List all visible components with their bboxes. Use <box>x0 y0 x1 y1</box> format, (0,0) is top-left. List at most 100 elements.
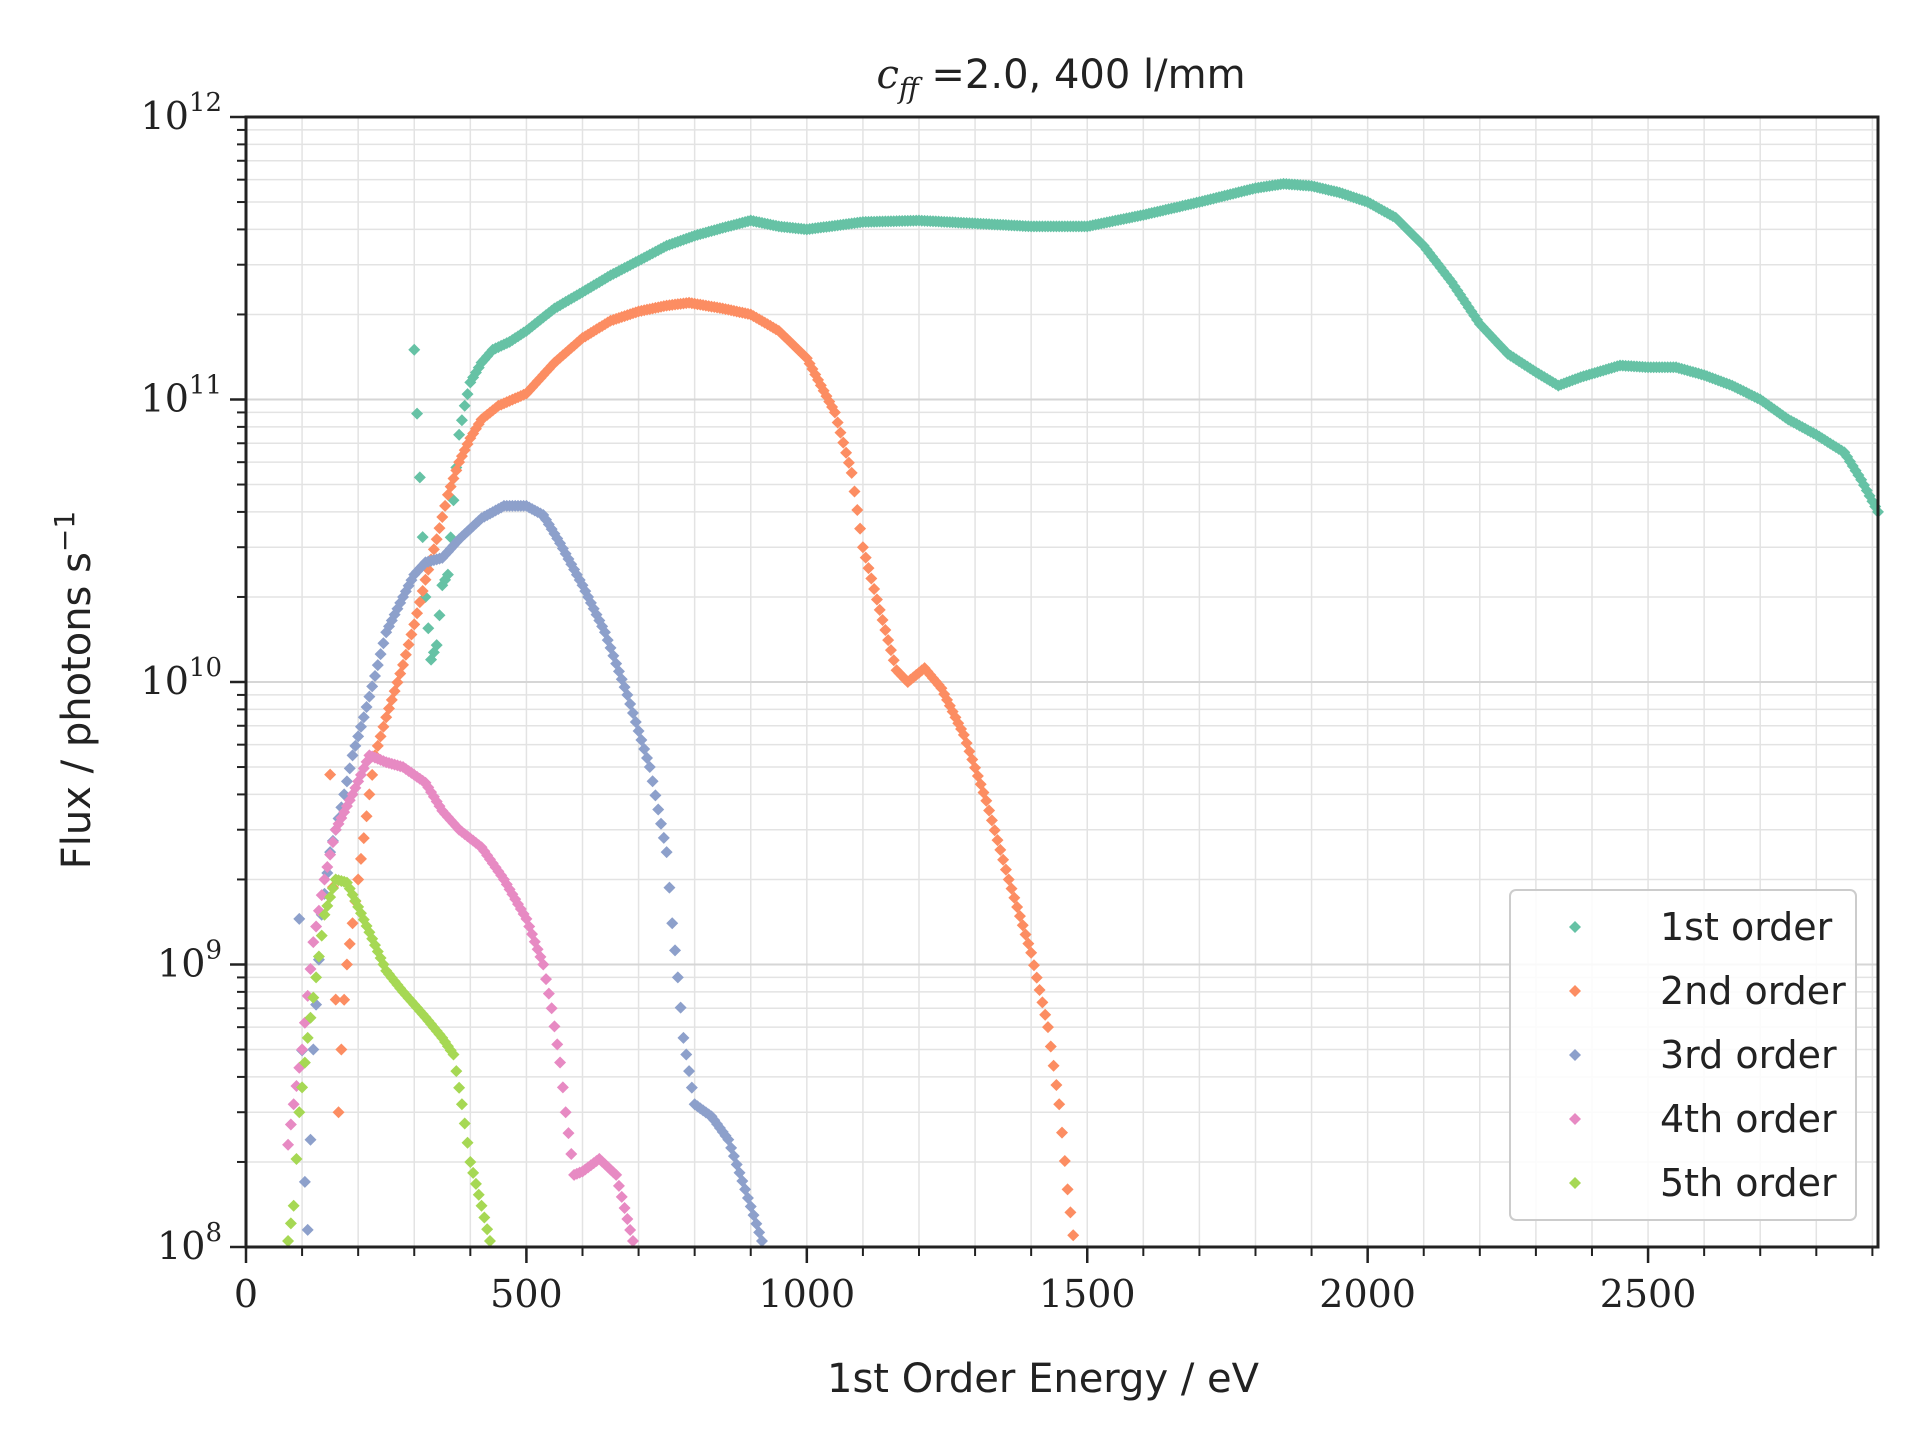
data-point <box>282 1138 295 1151</box>
data-point <box>1044 1040 1057 1053</box>
data-point <box>635 733 648 746</box>
data-point <box>483 1235 496 1248</box>
data-point <box>293 912 306 925</box>
data-point <box>842 456 855 469</box>
data-point <box>469 1177 482 1190</box>
data-point <box>455 414 468 427</box>
x-tick-label: 1500 <box>1039 1272 1136 1316</box>
data-point <box>346 917 359 930</box>
legend-marker <box>1569 985 1581 997</box>
data-point <box>556 1081 569 1094</box>
data-point <box>307 991 320 1004</box>
y-axis-label-main: Flux / photons s <box>54 552 100 869</box>
data-point <box>649 789 662 802</box>
data-point <box>548 1020 561 1033</box>
data-point <box>352 873 365 886</box>
data-point <box>887 654 900 667</box>
data-point <box>453 428 466 441</box>
data-point <box>629 715 642 728</box>
data-point <box>413 471 426 484</box>
data-point <box>472 1188 485 1201</box>
data-point <box>430 533 443 546</box>
y-tick-label: 1011 <box>141 371 222 421</box>
data-point <box>371 739 384 752</box>
data-point <box>296 1043 309 1056</box>
data-point <box>307 936 320 949</box>
data-point <box>868 582 881 595</box>
data-point <box>287 1098 300 1111</box>
data-point <box>1008 891 1021 904</box>
data-point <box>360 810 373 823</box>
data-point <box>324 848 337 861</box>
x-tick-label: 500 <box>490 1272 563 1316</box>
data-point <box>1047 1059 1060 1072</box>
data-point <box>312 950 325 963</box>
data-point <box>461 1136 474 1149</box>
data-point <box>638 743 651 756</box>
data-point <box>845 466 858 479</box>
x-tick-label: 0 <box>234 1272 258 1316</box>
data-point <box>621 688 634 701</box>
data-point <box>430 639 443 652</box>
data-point <box>450 1065 463 1078</box>
data-point <box>458 399 471 412</box>
data-point <box>374 648 387 661</box>
title-text: =2.0, 400 l/mm <box>919 52 1246 98</box>
data-point <box>315 929 328 942</box>
data-point <box>1019 928 1032 941</box>
data-point <box>862 562 875 575</box>
data-point <box>413 596 426 609</box>
legend-label: 2nd order <box>1660 969 1846 1013</box>
data-point <box>879 624 892 637</box>
data-point <box>481 1223 494 1236</box>
data-point <box>657 831 670 844</box>
legend-box <box>1509 889 1857 1221</box>
data-point <box>326 836 339 849</box>
title-subscript: ff <box>897 72 923 105</box>
data-point <box>884 644 897 657</box>
data-point <box>298 1175 311 1188</box>
data-point <box>1030 971 1043 984</box>
data-point <box>848 485 861 498</box>
data-point <box>646 775 659 788</box>
data-point <box>626 1235 639 1248</box>
y-tick-label: 1010 <box>141 653 222 703</box>
data-point <box>1039 1008 1052 1021</box>
data-point <box>991 834 1004 847</box>
y-tick-label: 1012 <box>141 88 222 138</box>
data-point <box>427 543 440 556</box>
data-point <box>422 1014 435 1027</box>
data-point <box>632 724 645 737</box>
data-point <box>873 603 886 616</box>
data-point <box>478 1211 491 1224</box>
data-point <box>618 1201 631 1214</box>
series-4th-order <box>282 749 639 1248</box>
data-point <box>377 637 390 650</box>
data-point <box>640 752 653 765</box>
data-point <box>680 1048 693 1061</box>
data-point <box>983 804 996 817</box>
data-point <box>1050 1079 1063 1092</box>
data-point <box>612 1179 625 1192</box>
data-point <box>402 638 415 651</box>
legend-marker <box>1569 1049 1581 1061</box>
y-axis-label-exponent: −1 <box>48 511 81 552</box>
x-tick-label: 2000 <box>1319 1272 1416 1316</box>
data-point <box>834 426 847 439</box>
data-point <box>374 730 387 743</box>
data-point <box>441 568 454 581</box>
data-point <box>461 388 474 401</box>
data-point <box>551 1038 564 1051</box>
data-point <box>343 937 356 950</box>
data-point <box>870 593 883 606</box>
data-point <box>329 993 342 1006</box>
data-point <box>304 1011 317 1024</box>
data-point <box>296 1081 309 1094</box>
data-point <box>293 1106 306 1119</box>
data-point <box>859 551 872 564</box>
data-point <box>397 658 410 671</box>
data-point <box>831 416 844 429</box>
data-point <box>301 1223 314 1236</box>
data-point <box>349 739 362 752</box>
